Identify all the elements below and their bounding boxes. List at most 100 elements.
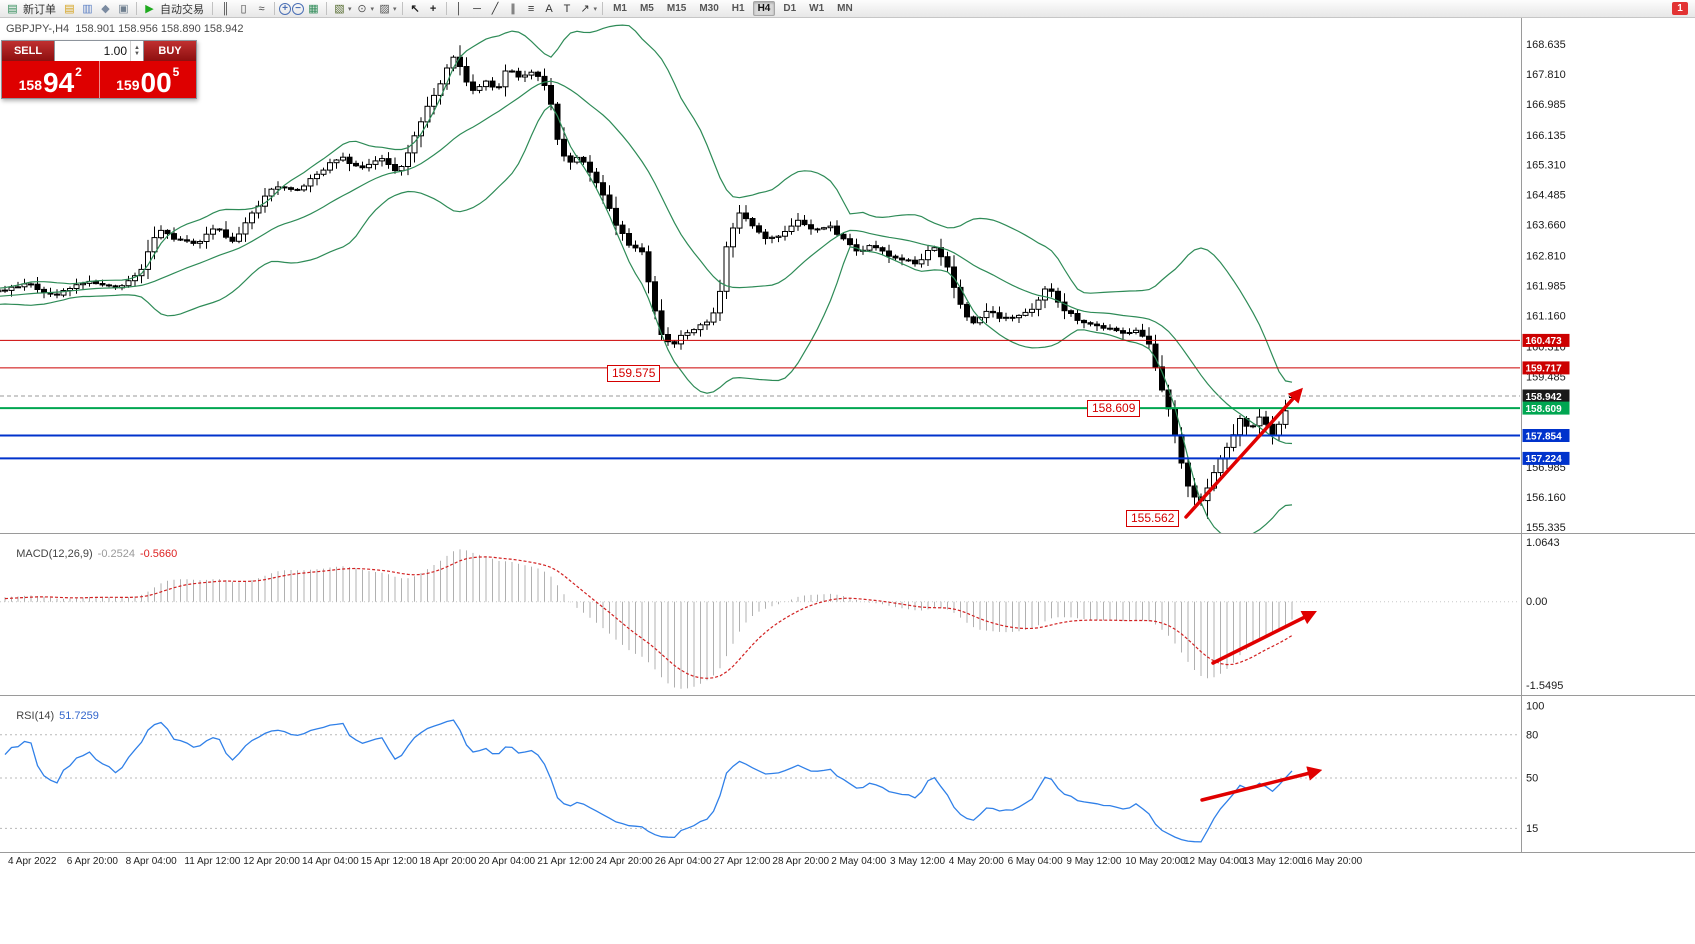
price-axis-label: 161.160 <box>1526 311 1566 323</box>
cursor-icon[interactable]: ↖ <box>410 3 420 15</box>
timeframe-m5[interactable]: M5 <box>639 3 654 14</box>
price-tag: 157.854 <box>1526 431 1563 442</box>
sell-price-sup: 2 <box>75 65 82 79</box>
volume-spinner[interactable]: ▲ ▼ <box>130 41 143 61</box>
price-axis-label: 162.810 <box>1526 251 1566 263</box>
rsi-axis-label: 80 <box>1526 729 1538 741</box>
price-tag-bg <box>1522 429 1570 442</box>
chart-candles-icon[interactable]: ▯ <box>240 3 247 15</box>
price-tag: 159.717 <box>1526 364 1563 375</box>
templates-icon[interactable]: ▨ <box>379 3 390 15</box>
tile-windows-icon[interactable]: ▦ <box>308 3 319 15</box>
timeframe-mn[interactable]: MN <box>837 3 853 14</box>
trade-prices-row: 158 94 2 159 00 5 <box>2 61 196 98</box>
text-icon[interactable]: A <box>545 2 553 15</box>
hline-icon[interactable]: ─ <box>473 2 481 15</box>
terminal-icon[interactable]: ▣ <box>118 3 129 15</box>
sell-price-panel[interactable]: 158 94 2 <box>2 61 100 98</box>
toolbar-separator <box>445 2 447 15</box>
new-chart-icon[interactable]: ▧ <box>334 3 345 15</box>
toolbar: ▤ 新订单 ▤ ▥ ◆ ▣ ▶ 自动交易 ║ ▯ ≈ + − ▦ ▧ ▾ ⊙ ▾ ▨ ▾ ↖ + │ ─ ╱ ∥ ≡ A T ↗ ▾ M1 M5… <box>0 0 1695 18</box>
trade-controls-row: SELL ▲ ▼ BUY <box>2 41 196 61</box>
zoom-out-icon[interactable]: − <box>292 2 304 15</box>
new-order-icon[interactable]: ▤ <box>7 3 18 15</box>
autotrading-play-icon[interactable]: ▶ <box>145 3 154 15</box>
macd-axis-label: 1.0643 <box>1526 537 1560 549</box>
price-axis-label: 156.160 <box>1526 492 1566 504</box>
price-annotation[interactable]: 159.575 <box>607 364 661 382</box>
zoom-in-icon[interactable]: + <box>279 2 291 15</box>
label-icon[interactable]: T <box>563 2 571 15</box>
buy-price-main: 00 <box>140 67 172 99</box>
profiles-icon-dropdown[interactable]: ▾ <box>370 5 375 13</box>
trendline-icon[interactable]: ╱ <box>491 3 499 15</box>
timeframe-m15[interactable]: M15 <box>666 3 687 14</box>
volume-input[interactable] <box>55 41 130 61</box>
timeframe-w1[interactable]: W1 <box>809 3 825 14</box>
new-chart-icon-dropdown[interactable]: ▾ <box>348 5 352 13</box>
chart-line-icon[interactable]: ≈ <box>258 2 265 15</box>
price-tag: 157.224 <box>1526 454 1563 465</box>
channel-icon[interactable]: ∥ <box>510 3 516 15</box>
price-annotation[interactable]: 158.609 <box>1087 399 1141 417</box>
macd-label: MACD(12,26,9) <box>16 548 93 560</box>
vline-icon[interactable]: │ <box>455 2 463 15</box>
timeframe-h1[interactable]: H1 <box>731 3 745 14</box>
market-watch-icon[interactable]: ▤ <box>64 3 75 15</box>
timeframe-m30[interactable]: M30 <box>699 3 719 14</box>
price-tag: 158.942 <box>1526 392 1563 403</box>
rsi-axis-label: 15 <box>1526 823 1538 835</box>
timeframe-h4[interactable]: H4 <box>752 1 776 16</box>
profiles-icon[interactable]: ⊙ <box>357 3 367 15</box>
arrows-icon[interactable]: ↗ <box>580 3 590 15</box>
autotrading-label: 自动交易 <box>160 3 204 16</box>
one-click-trading-panel: SELL ▲ ▼ BUY 158 94 2 159 00 5 <box>1 40 197 99</box>
main-price-panel <box>0 24 1520 533</box>
price-axis-label: 155.335 <box>1526 522 1566 534</box>
navigator-icon[interactable]: ◆ <box>101 3 110 15</box>
price-tag: 158.609 <box>1526 404 1563 415</box>
sell-price-big: 158 <box>18 77 42 93</box>
price-axis-label: 165.310 <box>1526 160 1566 172</box>
price-tag-bg <box>1522 451 1570 465</box>
rsi-axis-label: 100 <box>1526 701 1544 713</box>
templates-icon-dropdown[interactable]: ▾ <box>393 5 397 13</box>
price-axis-label: 163.660 <box>1526 220 1566 232</box>
sell-button[interactable]: SELL <box>2 41 54 61</box>
price-axis-label: 164.485 <box>1526 190 1566 202</box>
fibonacci-icon[interactable]: ≡ <box>527 2 535 15</box>
price-axis-label: 167.810 <box>1526 69 1566 81</box>
rsi-value: 51.7259 <box>59 710 99 722</box>
chart-ohlc-header: GBPJPY-,H4 158.901 158.956 158.890 158.9… <box>6 23 244 35</box>
buy-price-big: 159 <box>116 77 140 93</box>
buy-price-sup: 5 <box>172 65 180 79</box>
crosshair-icon[interactable]: + <box>429 2 437 15</box>
macd-header: MACD(12,26,9) -0.2524 -0.5660 <box>4 536 177 572</box>
price-annotation[interactable]: 155.562 <box>1126 510 1180 528</box>
volume-down-icon[interactable]: ▼ <box>134 51 140 57</box>
price-tag-bg <box>1522 401 1570 415</box>
price-axis-label: 168.635 <box>1526 39 1566 51</box>
data-window-icon[interactable]: ▥ <box>82 3 93 15</box>
volume-field: ▲ ▼ <box>54 41 144 61</box>
buy-price-panel[interactable]: 159 00 5 <box>100 61 197 98</box>
volume-up-icon[interactable]: ▲ <box>134 45 140 51</box>
price-axis-label: 161.985 <box>1526 281 1566 293</box>
macd-axis-label: 0.00 <box>1526 596 1547 608</box>
chart-bars-icon[interactable]: ║ <box>221 2 230 15</box>
price-tag-bg <box>1522 389 1570 403</box>
toolbar-separator <box>326 2 327 15</box>
alert-badge[interactable]: 1 <box>1672 2 1688 15</box>
toolbar-separator <box>401 2 403 15</box>
macd-axis-label: -1.5495 <box>1526 680 1563 692</box>
price-tag: 160.473 <box>1526 336 1563 347</box>
axes-layer: 168.635 167.810 166.985 166.135 165.310 164.4… <box>0 18 1695 853</box>
buy-button[interactable]: BUY <box>144 41 196 61</box>
timeframe-d1[interactable]: D1 <box>783 3 797 14</box>
arrows-icon-dropdown[interactable]: ▾ <box>593 5 598 13</box>
price-axis-label: 166.985 <box>1526 99 1566 111</box>
timeframe-m1[interactable]: M1 <box>613 3 627 14</box>
toolbar-separator <box>136 2 137 15</box>
